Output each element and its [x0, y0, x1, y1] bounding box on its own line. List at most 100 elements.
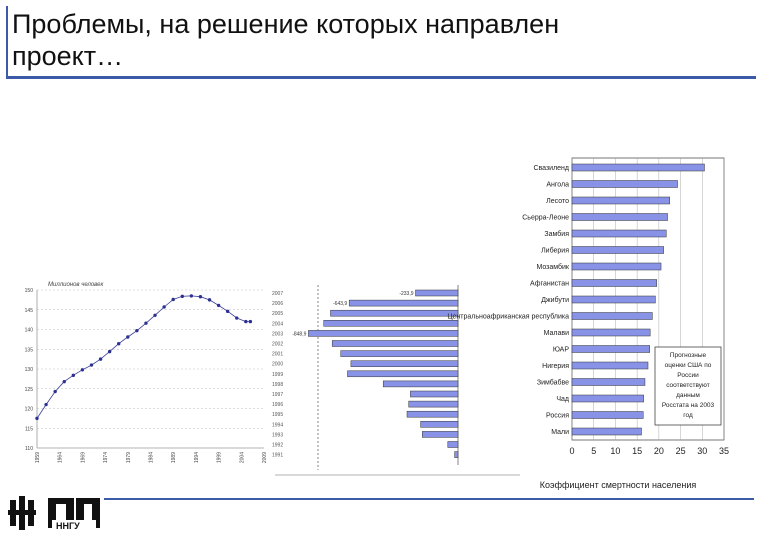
mortality-x-tick: 0 — [569, 446, 574, 456]
population-point — [117, 342, 121, 346]
mortality-bar — [571, 196, 670, 205]
decrease-bar — [382, 380, 459, 388]
population-x-tick: 1964 — [58, 452, 64, 463]
decrease-bar — [447, 441, 459, 448]
mortality-chart: Свазиленд Ангола Лесото Сьерра-Леоне Замбия Л… — [447, 157, 729, 490]
mortality-category-label: Россия — [546, 413, 569, 420]
population-x-tick: 1969 — [80, 452, 86, 463]
decrease-year-label: 2007 — [272, 291, 283, 297]
mortality-category-label: Зимбабве — [537, 379, 569, 387]
population-chart-title: Миллионов человек — [48, 282, 105, 288]
mortality-category-label: Мозамбик — [536, 263, 569, 271]
population-chart: Миллионов человек 150 145 140 135 130 125 120 1… — [25, 282, 268, 463]
mortality-bar — [571, 378, 646, 386]
decrease-year-label: 2004 — [272, 321, 283, 327]
population-point — [189, 294, 194, 298]
decrease-year-label: 1998 — [272, 382, 283, 388]
decrease-bar — [422, 431, 459, 438]
decrease-year-label: 2001 — [272, 352, 283, 358]
decrease-bar — [348, 299, 459, 307]
mortality-annotation-line: Росстата на 2003 — [662, 402, 715, 409]
decrease-year-label: 2002 — [272, 342, 283, 348]
mortality-bar — [571, 213, 668, 221]
decrease-year-label: 2005 — [272, 311, 283, 317]
population-point — [153, 313, 157, 317]
decrease-year-label: 1995 — [272, 412, 283, 418]
population-point — [44, 402, 48, 407]
population-point — [35, 416, 39, 421]
population-point — [235, 316, 239, 320]
decrease-bar — [347, 370, 459, 378]
population-point — [248, 319, 253, 324]
decrease-year-label: 2006 — [272, 301, 283, 307]
mortality-category-label: Мали — [551, 429, 569, 436]
population-point — [62, 379, 66, 384]
mortality-category-label: Афганистан — [530, 281, 569, 288]
population-y-tick: 125 — [25, 387, 34, 393]
population-point — [144, 321, 148, 325]
university-logo: ННГУ — [8, 496, 100, 531]
population-point — [126, 335, 130, 339]
mortality-bar — [571, 262, 662, 271]
mortality-category-label: Замбия — [544, 230, 569, 238]
population-point — [89, 363, 94, 367]
population-point — [135, 328, 139, 333]
mortality-bar — [571, 328, 651, 337]
mortality-category-label: Свазиленд — [533, 165, 569, 172]
mortality-bar — [571, 279, 657, 287]
decrease-bar — [350, 360, 459, 367]
mortality-bar — [571, 312, 653, 320]
mortality-annotation-line: соответствуют — [666, 382, 710, 389]
mortality-bar — [571, 229, 667, 238]
population-point — [107, 349, 112, 354]
slide-title-line1: Проблемы, на решение которых направлен — [12, 9, 560, 39]
population-point — [207, 298, 212, 302]
decrease-data-label: -233,9 — [399, 291, 413, 297]
footer-line — [104, 498, 754, 500]
decrease-year-label: 1992 — [272, 443, 283, 449]
mortality-annotation-line: Прогнозные — [670, 352, 707, 359]
decrease-year-label: 2003 — [272, 331, 283, 337]
mortality-bar — [571, 246, 664, 254]
mortality-category-label: ЮАР — [553, 347, 570, 354]
mortality-category-label: Малави — [544, 330, 569, 337]
population-point — [80, 368, 85, 372]
mortality-category-label: Сьерра-Леоне — [522, 215, 569, 222]
population-y-tick: 150 — [25, 288, 34, 294]
population-x-tick: 1959 — [35, 452, 41, 463]
decrease-year-label: 1996 — [272, 402, 283, 408]
mortality-bar — [571, 361, 649, 370]
decrease-bar — [331, 340, 459, 347]
mortality-x-tick: 25 — [676, 446, 686, 456]
mortality-x-tick: 30 — [697, 446, 707, 456]
decrease-year-label: 2000 — [272, 362, 283, 368]
population-y-tick: 120 — [25, 407, 34, 413]
decrease-year-label: 1991 — [272, 453, 283, 459]
population-y-tick: 145 — [25, 308, 34, 314]
mortality-annotation-line: России — [677, 372, 699, 379]
population-point — [71, 373, 76, 378]
decrease-bar — [408, 400, 459, 408]
population-point — [171, 297, 175, 302]
mortality-x-tick: 5 — [591, 446, 596, 456]
population-x-tick: 1999 — [217, 452, 223, 463]
mortality-annotation-box — [654, 346, 722, 426]
population-x-tick: 1994 — [194, 452, 200, 463]
decrease-year-label: 1993 — [272, 432, 283, 438]
population-point — [98, 357, 103, 361]
decrease-bar — [410, 390, 459, 398]
population-x-tick: 1989 — [171, 452, 177, 463]
slide-title: Проблемы, на решение которых направлен п… — [12, 8, 559, 72]
decrease-year-label: 1997 — [272, 392, 283, 398]
mortality-annotation-line: оценки США по — [665, 362, 712, 369]
mortality-category-label: Джибути — [541, 296, 569, 304]
population-line — [36, 295, 251, 419]
decrease-bar — [415, 289, 459, 297]
decrease-year-label: 1994 — [272, 422, 283, 428]
slide-title-line2: проект… — [12, 41, 124, 71]
mortality-x-tick: 20 — [654, 446, 664, 456]
decrease-bar — [340, 350, 459, 357]
mortality-annotation-line: данным — [676, 392, 700, 399]
population-point — [162, 305, 166, 309]
